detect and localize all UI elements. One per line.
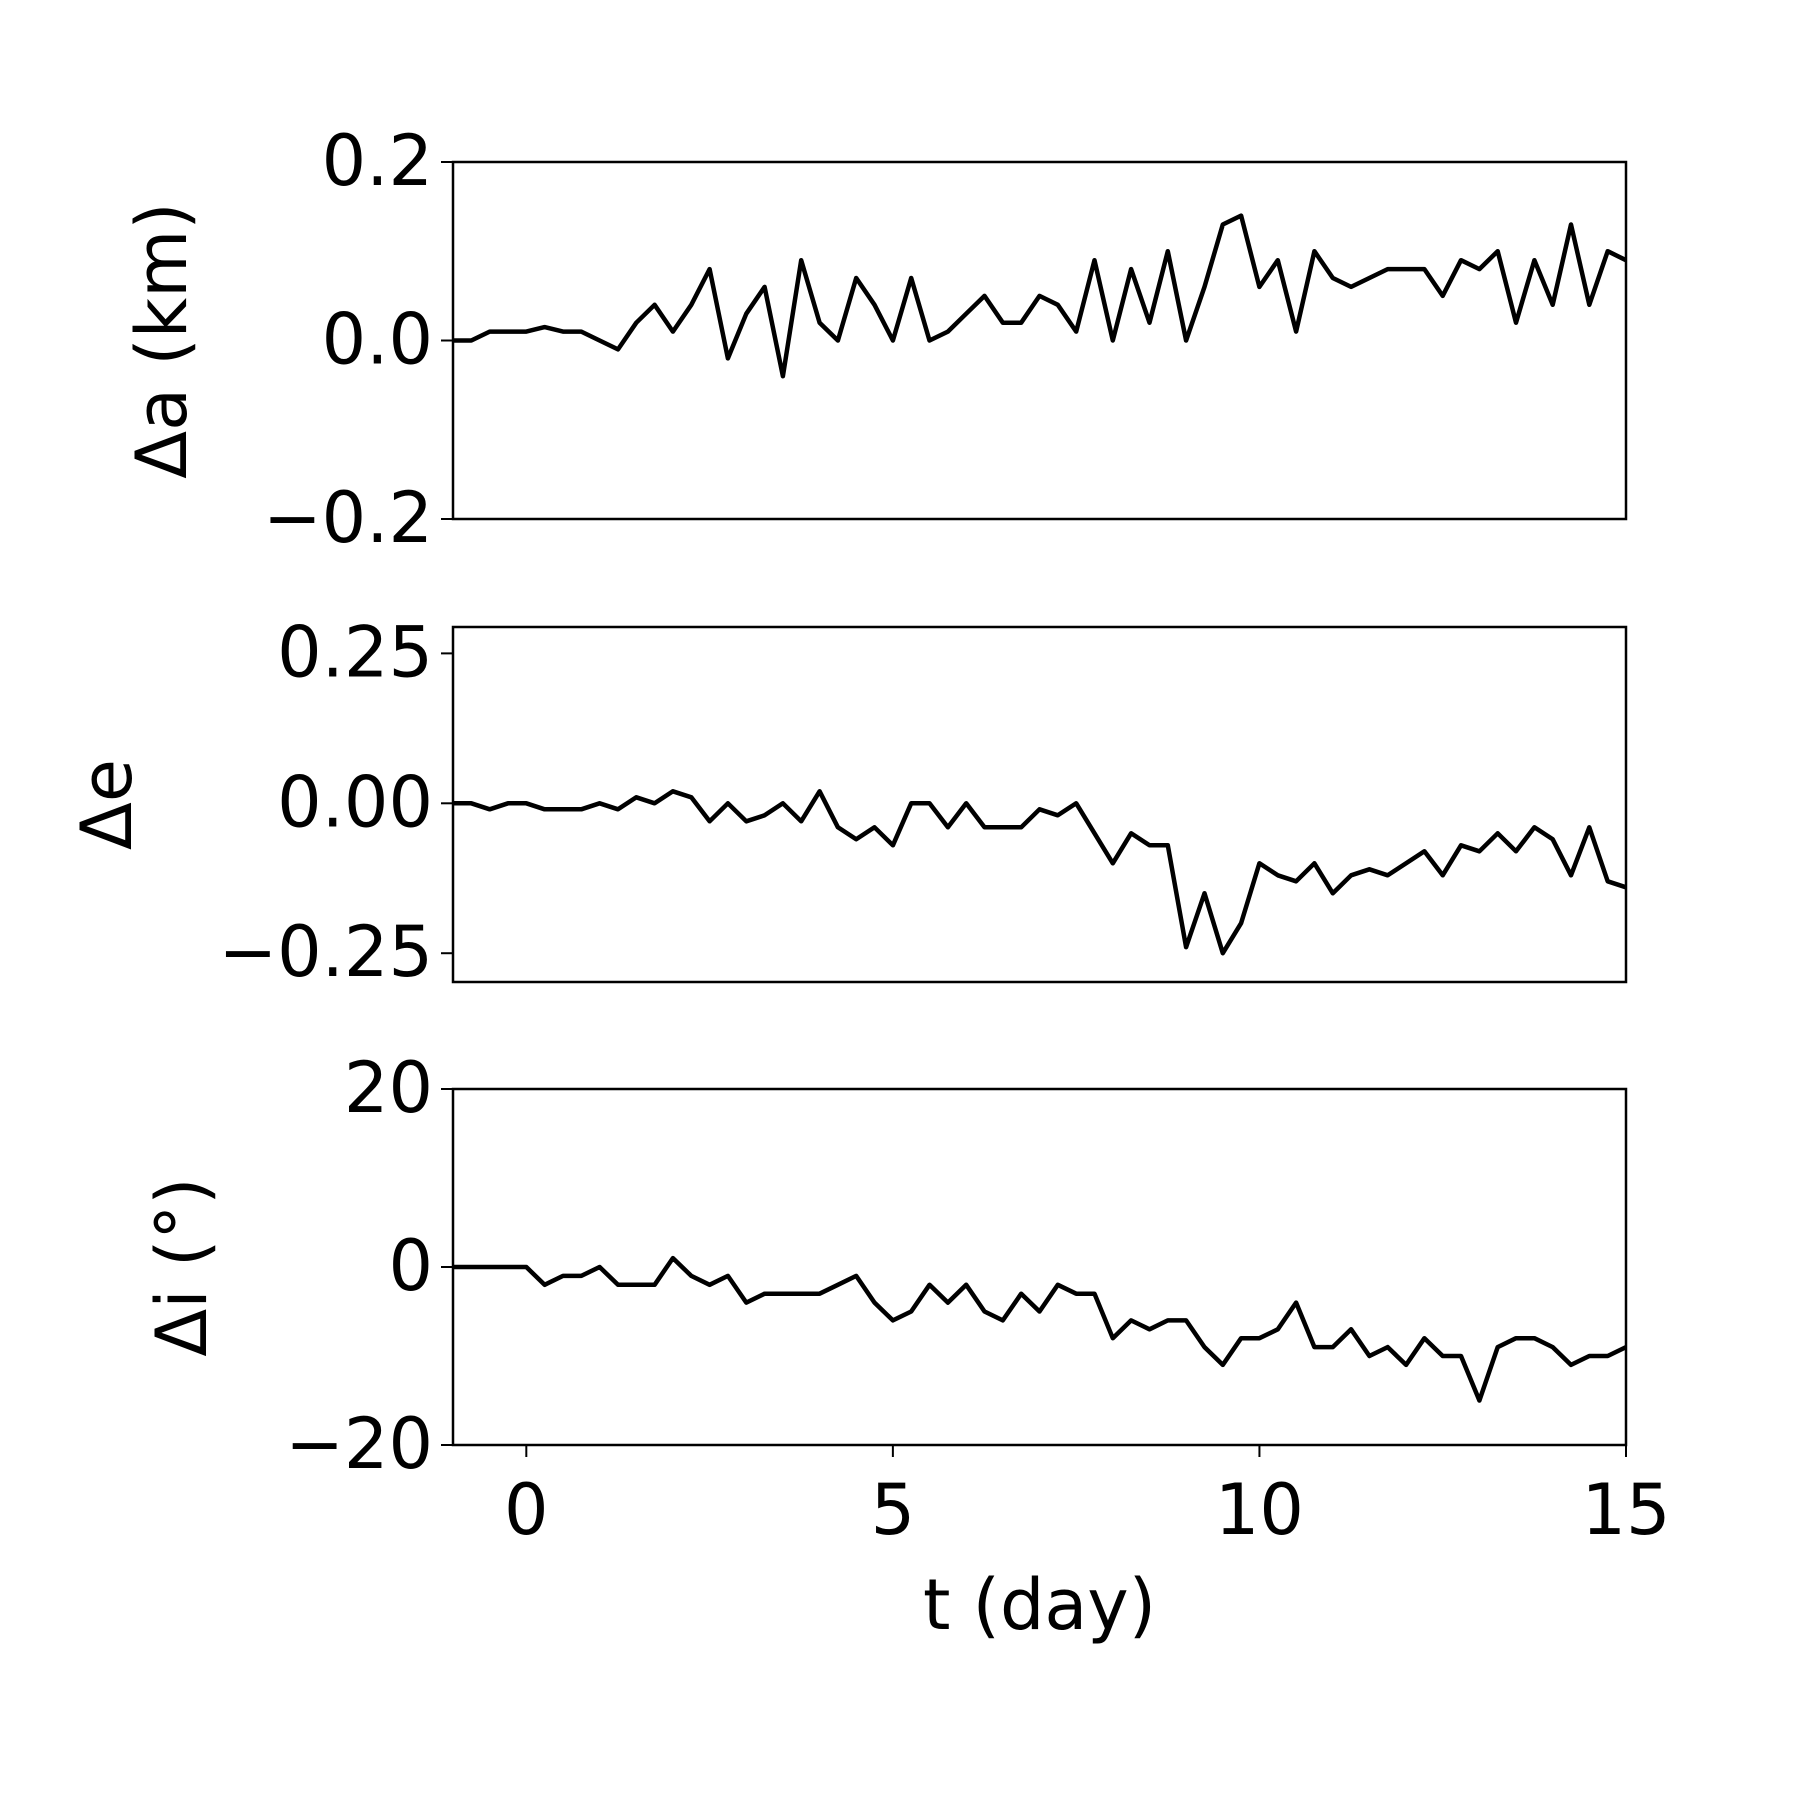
y-tick-label: 0.2 [322, 120, 433, 202]
x-tick-label: 5 [871, 1469, 916, 1551]
y-axis-label: Δe [66, 759, 148, 850]
data-line [453, 789, 1627, 956]
plot-frame [451, 625, 1628, 984]
plot-frame [451, 160, 1628, 521]
y-tick-label: 0.0 [322, 299, 433, 381]
y-tick-label: 0 [388, 1225, 433, 1307]
y-axis-label: Δi (°) [141, 1177, 223, 1356]
y-tick-label: 20 [344, 1047, 433, 1129]
y-tick-label: 0.00 [277, 761, 433, 843]
y-tick-label: −20 [285, 1403, 433, 1485]
x-tick-label: 10 [1215, 1469, 1304, 1551]
data-line [453, 213, 1627, 379]
x-tick-label: 15 [1581, 1469, 1670, 1551]
y-tick-label: −0.2 [263, 477, 433, 559]
data-line [453, 1255, 1627, 1403]
y-tick-label: −0.25 [218, 911, 433, 993]
y-axis-label: Δa (km) [121, 202, 203, 478]
x-axis-label: t (day) [923, 1564, 1156, 1646]
plot-frame [451, 1087, 1628, 1447]
y-tick-label: 0.25 [277, 611, 433, 693]
x-tick-label: 0 [504, 1469, 549, 1551]
